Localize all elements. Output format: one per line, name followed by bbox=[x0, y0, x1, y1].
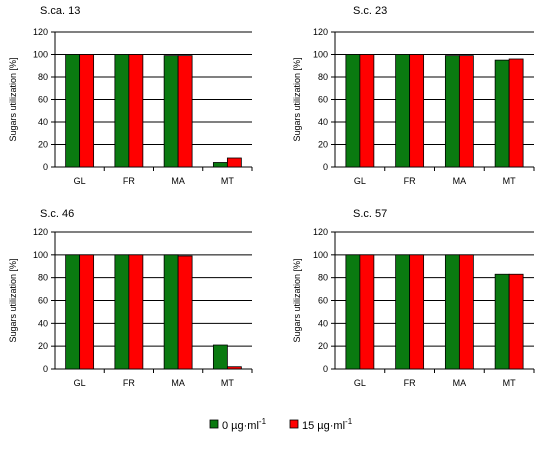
x-tick-label: GL bbox=[354, 378, 366, 388]
legend: 0 µg·ml-1 15 µg·ml-1 bbox=[209, 417, 353, 432]
y-tick-label: 80 bbox=[318, 273, 328, 283]
y-axis-label: Sugars utilization [%] bbox=[292, 258, 302, 342]
y-tick-label: 0 bbox=[323, 162, 328, 172]
bar-gl-series-0 bbox=[65, 254, 81, 370]
x-tick-label: MT bbox=[221, 378, 234, 388]
y-tick-label: 60 bbox=[38, 296, 48, 306]
bar-ma-series-1 bbox=[458, 254, 474, 370]
y-tick-label: 20 bbox=[318, 140, 328, 150]
panel-title: S.c. 23 bbox=[353, 5, 387, 17]
bar-ma-series-0 bbox=[163, 55, 179, 168]
panel-title: S.ca. 13 bbox=[40, 5, 80, 17]
x-tick-label: GL bbox=[354, 176, 366, 186]
legend-label-superscript: -1 bbox=[259, 417, 267, 426]
bar-gl-series-0 bbox=[65, 54, 81, 168]
bar-fr-series-1 bbox=[128, 54, 144, 168]
y-tick-label: 100 bbox=[313, 50, 328, 60]
legend-label-superscript: -1 bbox=[345, 417, 353, 426]
y-tick-label: 40 bbox=[318, 117, 328, 127]
y-tick-label: 80 bbox=[38, 72, 48, 82]
y-tick-label: 60 bbox=[38, 95, 48, 105]
y-tick-label: 20 bbox=[318, 341, 328, 351]
bar-mt-series-0 bbox=[494, 59, 510, 168]
x-tick-label: MT bbox=[503, 378, 516, 388]
chart-panel-3: S.c. 46 0 20 40 60 80 100 120 Sugars utilization… bbox=[8, 208, 253, 388]
bar-fr-series-0 bbox=[114, 254, 130, 370]
x-tick-label: FR bbox=[123, 176, 135, 186]
chart-panel-4: S.c. 57 0 20 40 60 80 100 120 Sugars utilization… bbox=[292, 208, 535, 388]
bar-fr-series-0 bbox=[395, 54, 411, 168]
bar-fr-series-1 bbox=[128, 254, 144, 370]
bar-fr-series-0 bbox=[114, 54, 130, 168]
bar-gl-series-1 bbox=[79, 54, 95, 168]
y-tick-label: 120 bbox=[33, 227, 48, 237]
bar-gl-series-0 bbox=[345, 54, 361, 168]
y-tick-label: 0 bbox=[43, 162, 48, 172]
x-tick-label: MT bbox=[503, 176, 516, 186]
y-axis-label: Sugars utilization [%] bbox=[292, 57, 302, 141]
x-tick-label: GL bbox=[74, 378, 86, 388]
x-tick-label: MA bbox=[453, 378, 467, 388]
bar-ma-series-0 bbox=[163, 254, 179, 370]
y-tick-label: 0 bbox=[43, 364, 48, 374]
y-tick-label: 20 bbox=[38, 140, 48, 150]
legend-swatch bbox=[209, 419, 219, 429]
x-tick-label: FR bbox=[404, 378, 416, 388]
bar-gl-series-0 bbox=[345, 254, 361, 370]
y-tick-label: 60 bbox=[318, 95, 328, 105]
bar-gl-series-1 bbox=[359, 254, 375, 370]
bar-fr-series-1 bbox=[409, 54, 425, 168]
x-tick-label: MT bbox=[221, 176, 234, 186]
x-tick-label: MA bbox=[171, 176, 185, 186]
y-tick-label: 80 bbox=[38, 273, 48, 283]
legend-label: 15 µg·ml-1 bbox=[302, 417, 353, 432]
chart-panel-2: S.c. 23 0 20 40 60 80 100 120 Sugars utilization… bbox=[292, 5, 535, 186]
y-tick-label: 100 bbox=[33, 50, 48, 60]
bar-ma-series-0 bbox=[444, 55, 460, 168]
x-tick-label: MA bbox=[453, 176, 467, 186]
y-tick-label: 20 bbox=[38, 341, 48, 351]
y-tick-label: 80 bbox=[318, 72, 328, 82]
y-tick-label: 120 bbox=[313, 27, 328, 37]
bar-mt-series-1 bbox=[508, 58, 524, 168]
bar-fr-series-0 bbox=[395, 254, 411, 370]
y-tick-label: 60 bbox=[318, 296, 328, 306]
y-tick-label: 40 bbox=[318, 318, 328, 328]
bar-ma-series-1 bbox=[177, 255, 193, 370]
panel-title: S.c. 57 bbox=[353, 208, 387, 220]
bar-gl-series-1 bbox=[359, 54, 375, 168]
bar-mt-series-0 bbox=[212, 162, 228, 168]
bar-ma-series-0 bbox=[444, 254, 460, 370]
y-tick-label: 120 bbox=[313, 227, 328, 237]
x-tick-label: FR bbox=[123, 378, 135, 388]
bar-mt-series-1 bbox=[508, 273, 524, 370]
legend-label: 0 µg·ml-1 bbox=[222, 417, 267, 432]
bar-gl-series-1 bbox=[79, 254, 95, 370]
x-tick-label: FR bbox=[404, 176, 416, 186]
bar-mt-series-1 bbox=[226, 366, 242, 370]
y-tick-label: 40 bbox=[38, 318, 48, 328]
bar-ma-series-1 bbox=[177, 55, 193, 168]
panel-title: S.c. 46 bbox=[40, 208, 74, 220]
y-tick-label: 120 bbox=[33, 27, 48, 37]
y-tick-label: 40 bbox=[38, 117, 48, 127]
y-axis-label: Sugars utilization [%] bbox=[8, 258, 18, 342]
y-tick-label: 100 bbox=[313, 250, 328, 260]
y-tick-label: 100 bbox=[33, 250, 48, 260]
bar-ma-series-1 bbox=[458, 55, 474, 168]
bar-fr-series-1 bbox=[409, 254, 425, 370]
x-tick-label: MA bbox=[171, 378, 185, 388]
bar-mt-series-0 bbox=[212, 344, 228, 370]
bar-mt-series-1 bbox=[226, 157, 242, 168]
x-tick-label: GL bbox=[74, 176, 86, 186]
y-axis-label: Sugars utilization [%] bbox=[8, 57, 18, 141]
chart-panel-1: S.ca. 13 0 20 40 60 80 100 120 Sugars utilizatio… bbox=[8, 5, 253, 186]
bar-mt-series-0 bbox=[494, 273, 510, 370]
y-tick-label: 0 bbox=[323, 364, 328, 374]
legend-swatch bbox=[289, 419, 299, 429]
